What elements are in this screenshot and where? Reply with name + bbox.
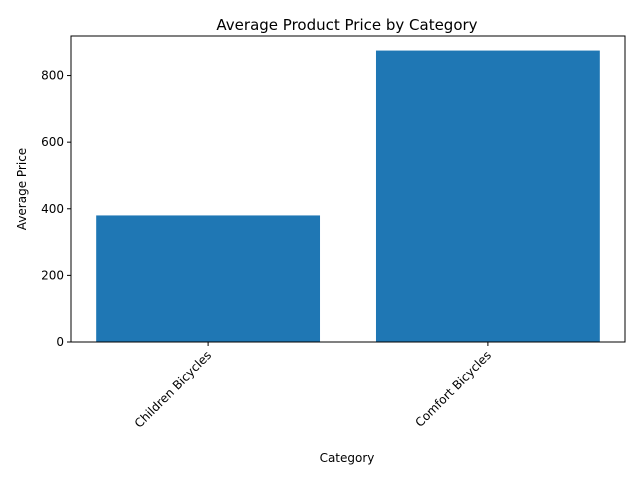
y-axis-label: Average Price: [15, 148, 29, 230]
x-tick-label: Children Bicycles: [132, 348, 214, 430]
y-tick-label: 800: [41, 69, 64, 83]
y-tick-label: 400: [41, 202, 64, 216]
y-tick-label: 200: [41, 268, 64, 282]
y-tick-label: 600: [41, 135, 64, 149]
x-axis-ticks: Children Bicycles Comfort Bicycles: [132, 342, 494, 431]
x-tick-label: Comfort Bicycles: [413, 348, 495, 430]
chart-title: Average Product Price by Category: [216, 16, 477, 34]
bars-layer: [96, 51, 600, 342]
y-axis-ticks: 0 200 400 600 800: [41, 69, 71, 349]
y-tick-label: 0: [56, 335, 64, 349]
x-axis-label: Category: [320, 451, 375, 465]
bar-comfort-bicycles: [376, 51, 600, 342]
bar-children-bicycles: [96, 215, 320, 342]
